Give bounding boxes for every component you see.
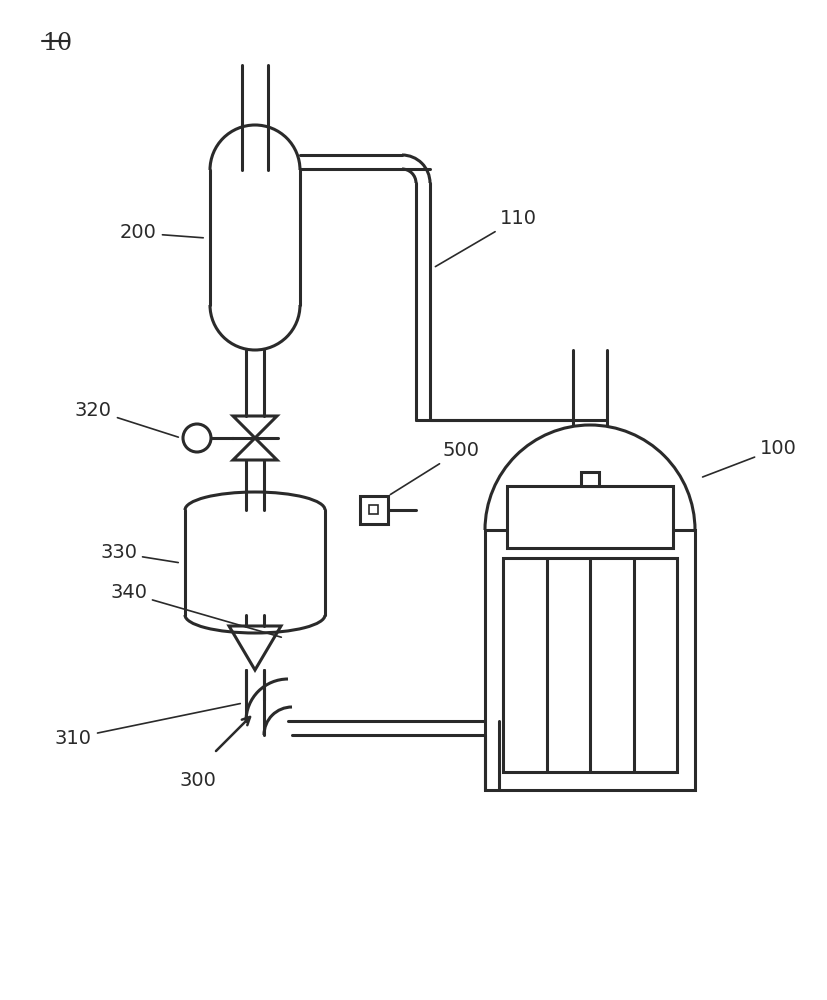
- Text: 500: 500: [390, 440, 480, 495]
- Bar: [581, 472, 599, 486]
- Bar: [507, 486, 673, 548]
- Text: 100: 100: [703, 438, 797, 477]
- Bar: [503, 558, 677, 772]
- Bar: [485, 530, 695, 790]
- Text: 300: 300: [179, 771, 217, 790]
- Text: 340: 340: [110, 584, 281, 637]
- Text: 200: 200: [120, 224, 203, 242]
- Text: 320: 320: [75, 400, 179, 437]
- Bar: [369, 505, 378, 514]
- Text: 10: 10: [42, 32, 72, 55]
- Text: 110: 110: [435, 209, 537, 267]
- Text: 310: 310: [55, 704, 241, 748]
- Text: 330: 330: [100, 544, 179, 563]
- Bar: [360, 496, 388, 524]
